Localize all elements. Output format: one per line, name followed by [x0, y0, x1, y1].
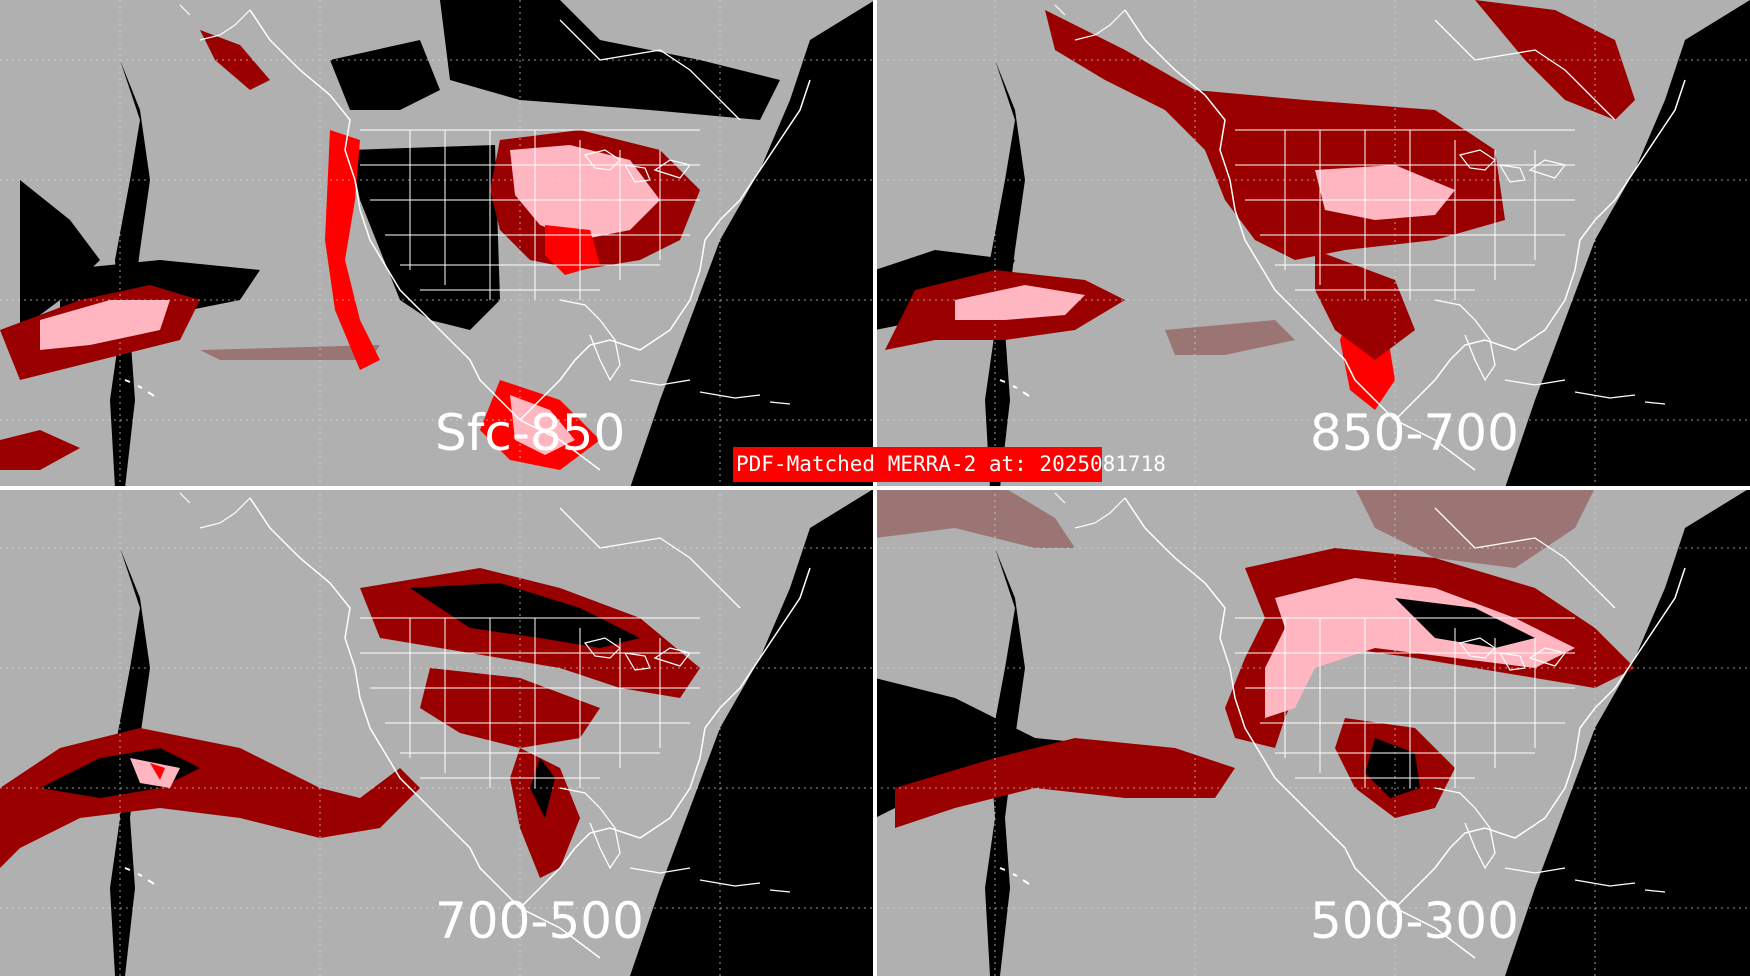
panel-label-sfc-850: Sfc-850: [435, 404, 625, 462]
panel-label-700-500: 700-500: [435, 892, 644, 950]
panel-label-850-700: 850-700: [1310, 404, 1519, 462]
panel-sfc-850: Sfc-850: [0, 0, 875, 488]
panel-label-500-300: 500-300: [1310, 892, 1519, 950]
separator-horizontal: [0, 486, 1750, 490]
panel-500-300: 500-300: [875, 488, 1750, 976]
figure-title: PDF-Matched MERRA-2 at: 2025081718: [736, 452, 1166, 476]
title-box: [733, 447, 1102, 482]
panel-700-500: 700-500: [0, 488, 875, 976]
panel-850-700: 850-700: [875, 0, 1750, 488]
